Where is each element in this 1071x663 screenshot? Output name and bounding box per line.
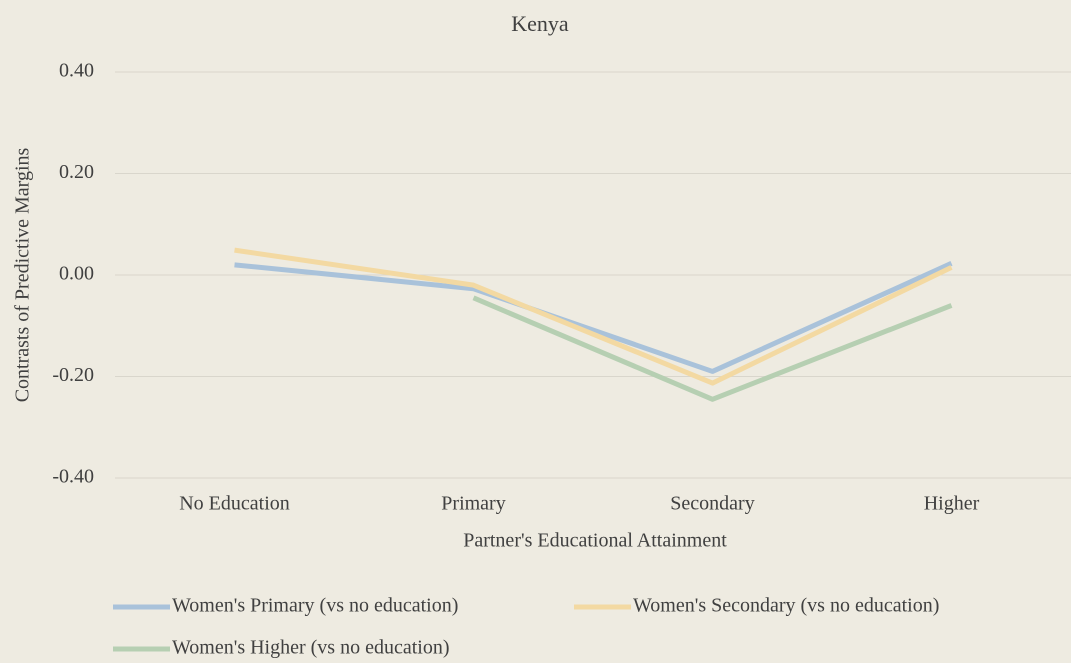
x-tick-label: Secondary xyxy=(670,493,754,515)
legend-label: Women's Secondary (vs no education) xyxy=(633,595,939,617)
chart-title: Kenya xyxy=(511,11,569,36)
y-tick-label: 0.40 xyxy=(59,60,94,82)
legend-label: Women's Higher (vs no education) xyxy=(172,637,449,659)
y-tick-label: -0.20 xyxy=(52,364,94,386)
x-tick-label: Higher xyxy=(924,493,980,515)
y-tick-label: 0.20 xyxy=(59,161,94,183)
y-tick-label: 0.00 xyxy=(59,263,94,285)
y-axis-label: Contrasts of Predictive Margins xyxy=(12,147,34,402)
series-line xyxy=(234,261,953,374)
x-tick-label: Primary xyxy=(441,493,505,515)
y-tick-label: -0.40 xyxy=(52,466,94,488)
series-line xyxy=(472,295,953,402)
x-axis-label: Partner's Educational Attainment xyxy=(463,530,727,552)
x-tick-label: No Education xyxy=(179,493,290,515)
series-line xyxy=(234,247,953,386)
legend-label: Women's Primary (vs no education) xyxy=(172,595,458,617)
